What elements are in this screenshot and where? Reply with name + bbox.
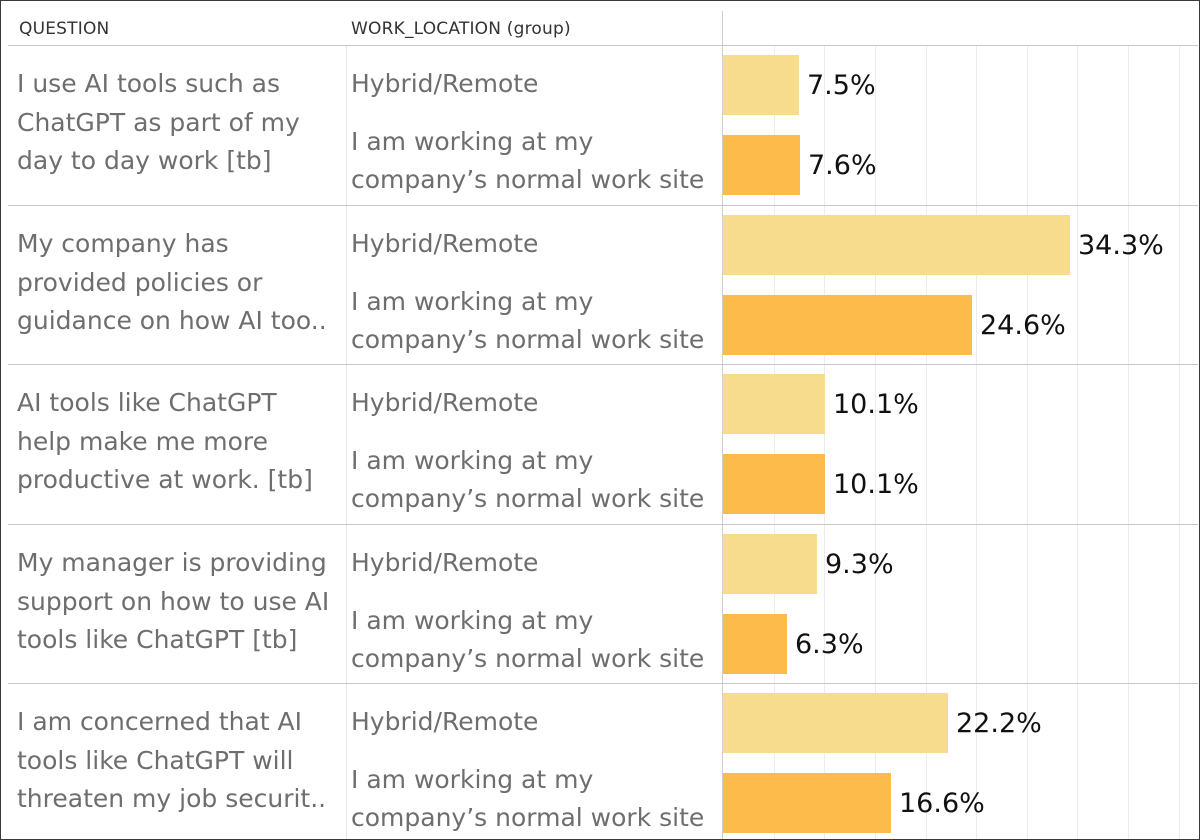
bar [723,773,891,833]
bar [723,135,800,195]
column-divider [722,11,723,839]
column-divider [346,45,347,839]
data-label: 9.3% [825,549,894,580]
gridline [1027,45,1028,839]
bar [723,55,799,115]
work-location-label: Hybrid/Remote [351,707,539,736]
work-location-label: I am working at my company’s normal work… [351,127,705,194]
question-label: My manager is providing support on how t… [17,548,330,654]
question-label: I use AI tools such as ChatGPT as part o… [17,69,300,175]
gridline [875,45,876,839]
data-label: 34.3% [1078,230,1164,261]
work-location-label: I am working at my company’s normal work… [351,606,705,673]
data-label: 7.5% [807,70,876,101]
bar [723,295,972,355]
bar [723,454,825,514]
data-label: 22.2% [956,708,1042,739]
bar [723,614,787,674]
work-location-label: I am working at my company’s normal work… [351,287,705,354]
data-label: 10.1% [833,469,919,500]
gridline [976,45,977,839]
bar [723,534,817,594]
gridline [1128,45,1129,839]
gridline [774,45,775,839]
work-location-label: I am working at my company’s normal work… [351,765,705,832]
question-label: My company has provided policies or guid… [17,229,327,335]
work-location-label: Hybrid/Remote [351,229,539,258]
work-location-label: Hybrid/Remote [351,69,539,98]
group-separator [8,683,1198,684]
data-label: 16.6% [899,788,985,819]
bar [723,693,948,753]
gridline [1077,45,1078,839]
work-location-column-header: WORK_LOCATION (group) [351,19,571,39]
gridline [926,45,927,839]
question-label: I am concerned that AI tools like ChatGP… [17,707,327,813]
work-location-label: I am working at my company’s normal work… [351,446,705,513]
data-label: 10.1% [833,389,919,420]
question-column-header: QUESTION [19,19,110,39]
header-separator [8,45,1198,46]
group-separator [8,205,1198,206]
work-location-label: Hybrid/Remote [351,388,539,417]
bar [723,215,1070,275]
group-separator [8,364,1198,365]
group-separator [8,524,1198,525]
data-label: 6.3% [795,629,864,660]
bar [723,374,825,434]
work-location-label: Hybrid/Remote [351,548,539,577]
gridline [824,45,825,839]
question-label: AI tools like ChatGPT help make me more … [17,388,313,494]
data-label: 7.6% [808,150,877,181]
data-label: 24.6% [980,310,1066,341]
gridline [1179,45,1180,839]
